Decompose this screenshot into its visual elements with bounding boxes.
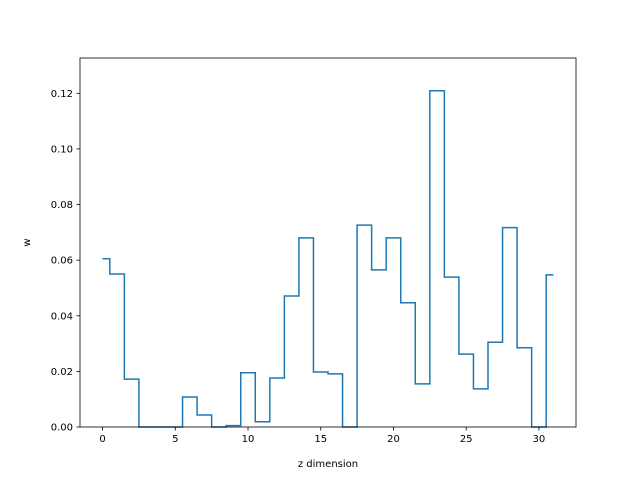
axes-frame bbox=[79, 57, 577, 428]
y-tick-label: 0.08 bbox=[51, 200, 73, 211]
y-tick-label: 0.06 bbox=[51, 256, 73, 267]
y-tick-label: 0.02 bbox=[51, 367, 73, 378]
x-tick-label: 0 bbox=[99, 434, 105, 445]
x-tick-label: 25 bbox=[460, 434, 473, 445]
y-tick-label: 0.04 bbox=[51, 311, 73, 322]
x-tick-label: 20 bbox=[387, 434, 400, 445]
axis-ticks: 0 5 10 15 20 25 30 0.00 0.02 0.04 0.06 0.08 0.10 0.12 bbox=[51, 89, 546, 445]
x-tick-label: 10 bbox=[242, 434, 255, 445]
x-tick-label: 15 bbox=[314, 434, 327, 445]
y-tick-label: 0.12 bbox=[51, 89, 73, 100]
x-tick-label: 30 bbox=[533, 434, 546, 445]
y-tick-label: 0.10 bbox=[51, 144, 73, 155]
x-tick-label: 5 bbox=[172, 434, 178, 445]
plot-area bbox=[102, 90, 554, 428]
series-step-line bbox=[102, 90, 554, 428]
x-axis-label: z dimension bbox=[298, 459, 358, 470]
y-tick-label: 0.00 bbox=[51, 423, 73, 434]
y-axis-label: w bbox=[22, 238, 33, 246]
